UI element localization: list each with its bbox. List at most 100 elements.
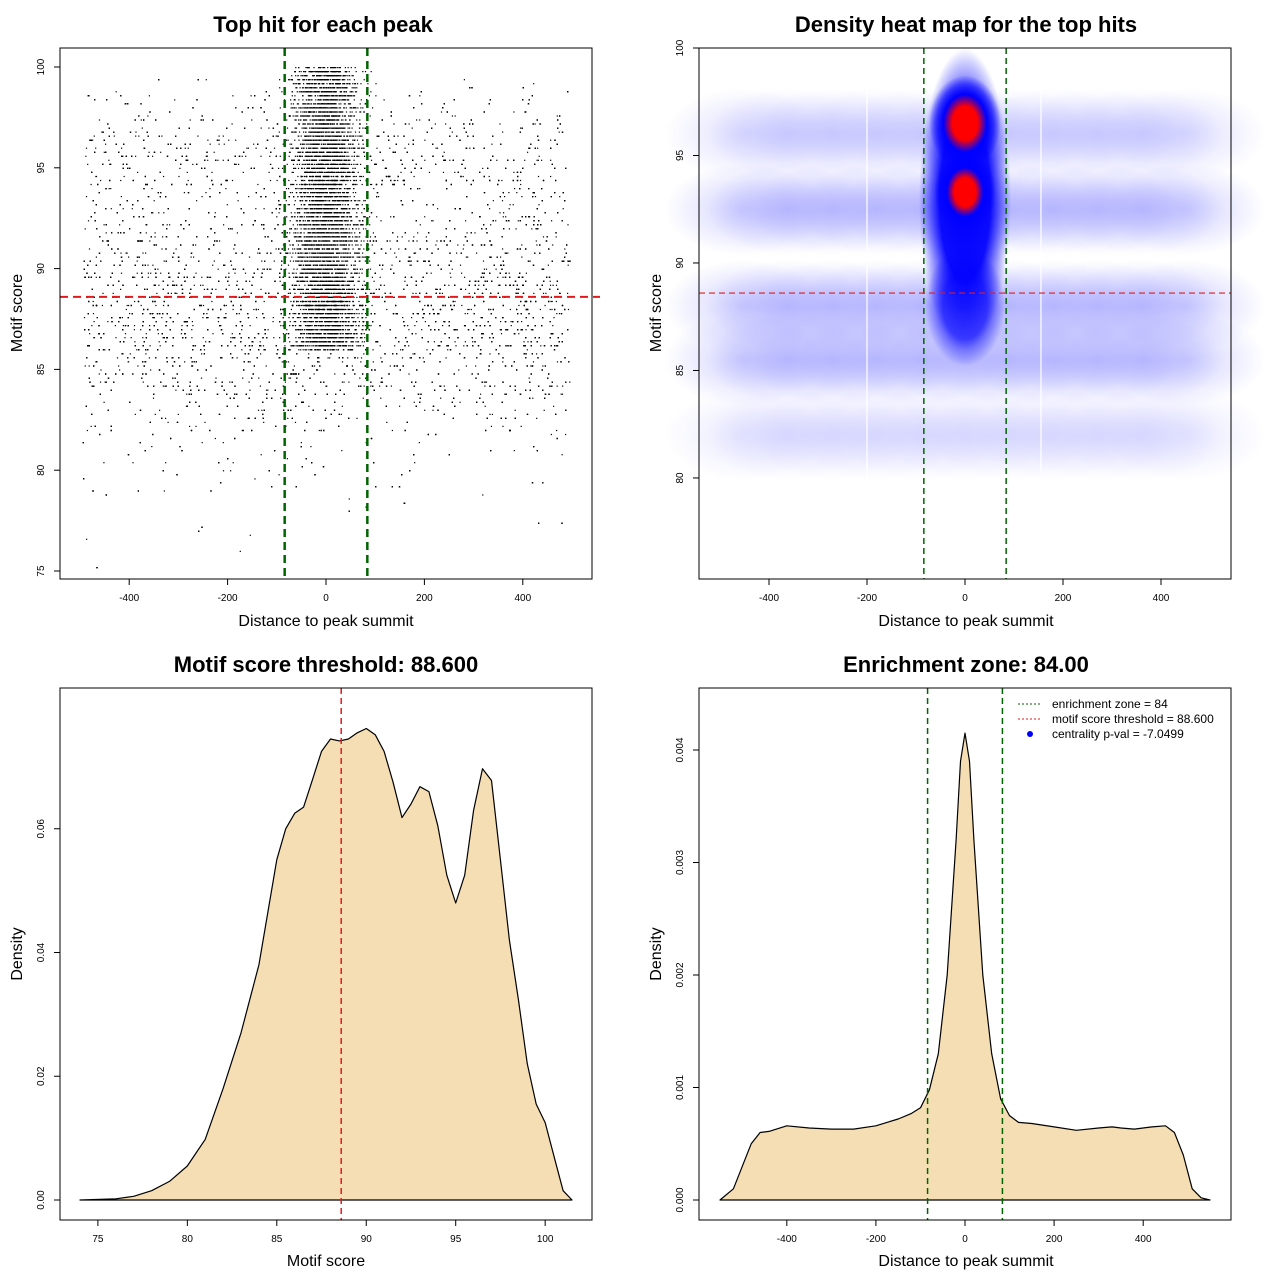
scatter-point <box>425 236 427 238</box>
scatter-point <box>90 425 92 427</box>
scatter-point <box>458 369 460 371</box>
scatter-point <box>540 345 542 347</box>
scatter-point <box>234 268 237 270</box>
scatter-point <box>467 313 469 315</box>
scatter-point <box>555 284 558 286</box>
scatter-point <box>550 433 552 436</box>
scatter-point <box>279 337 281 339</box>
scatter-point <box>538 204 540 206</box>
scatter-point <box>262 268 264 270</box>
scatter-point <box>134 341 136 343</box>
scatter-point <box>120 252 122 254</box>
scatter-point <box>520 127 522 129</box>
scatter-point <box>153 200 155 202</box>
scatter-point <box>559 196 561 198</box>
scatter-point <box>184 361 186 363</box>
scatter-point <box>213 260 215 262</box>
scatter-point <box>521 256 523 258</box>
scatter-point <box>395 256 397 258</box>
scatter-point <box>92 313 95 315</box>
scatter-point <box>105 232 107 234</box>
scatter-point <box>140 119 142 121</box>
scatter-point <box>372 361 374 363</box>
scatter-point <box>159 409 161 411</box>
scatter-point <box>140 329 142 331</box>
scatter-point <box>344 252 346 254</box>
scatter-point <box>185 405 188 407</box>
scatter-point <box>465 288 467 290</box>
scatter-point <box>115 337 117 339</box>
scatter-point <box>138 135 140 137</box>
scatter-point <box>341 381 343 383</box>
scatter-point <box>313 373 315 375</box>
scatter-point <box>147 115 149 117</box>
scatter-point <box>544 304 546 307</box>
scatter-point <box>147 272 149 274</box>
scatter-point <box>219 240 221 242</box>
scatter-point <box>212 264 214 266</box>
scatter-point <box>414 252 417 254</box>
scatter-point <box>121 353 123 355</box>
scatter-point <box>567 260 569 262</box>
scatter-point <box>203 288 205 290</box>
scatter-point <box>376 147 378 149</box>
scatter-point <box>530 329 532 331</box>
scatter-point <box>532 397 534 399</box>
scatter-point <box>211 171 213 173</box>
scatter-point <box>567 264 569 266</box>
scatter-point <box>260 288 262 290</box>
scatter-point <box>209 228 212 230</box>
scatter-point <box>217 268 219 270</box>
scatter-point <box>205 155 207 157</box>
scatter-point <box>205 79 207 81</box>
scatter-point <box>468 292 470 294</box>
scatter-point <box>207 139 209 141</box>
scatter-point <box>129 353 131 355</box>
scatter-point <box>149 240 151 242</box>
scatter-point <box>161 135 163 137</box>
scatter-point <box>552 284 554 286</box>
scatter-point <box>488 175 490 178</box>
scatter-point <box>341 405 343 407</box>
scatter-point <box>389 240 391 242</box>
scatter-point <box>310 446 312 448</box>
scatter-point <box>390 248 392 250</box>
scatter-point <box>371 304 373 307</box>
scatter-point <box>414 325 416 327</box>
scatter-point <box>543 409 545 411</box>
scatter-point <box>480 317 482 319</box>
scatter-point <box>184 147 186 149</box>
scatter-point <box>125 252 127 254</box>
scatter-point <box>408 329 410 331</box>
scatter-point <box>514 188 516 190</box>
scatter-point <box>397 236 399 238</box>
scatter-point <box>287 417 289 419</box>
scatter-point <box>454 171 456 173</box>
scatter-point <box>98 373 100 375</box>
scatter-point <box>485 268 488 270</box>
scatter-point <box>95 147 97 149</box>
scatter-point <box>112 292 114 294</box>
scatter-point <box>426 349 428 351</box>
scatter-point <box>120 272 123 274</box>
scatter-point <box>201 276 203 278</box>
scatter-point <box>261 260 263 262</box>
scatter-point <box>351 365 353 367</box>
scatter-point <box>411 317 413 319</box>
scatter-point <box>163 260 165 262</box>
scatter-point <box>257 252 259 254</box>
scatter-point <box>208 276 210 278</box>
scatter-point <box>456 252 458 254</box>
scatter-point <box>191 321 193 323</box>
scatter-point <box>556 313 558 315</box>
scatter-point <box>413 401 415 403</box>
scatter-point <box>550 139 552 141</box>
scatter-point <box>242 377 244 379</box>
scatter-point <box>549 308 551 311</box>
scatter-point <box>249 325 251 327</box>
scatter-point <box>269 163 272 165</box>
scatter-point <box>148 357 150 359</box>
scatter-point <box>189 425 191 427</box>
scatter-point <box>536 159 538 161</box>
scatter-point <box>419 224 421 226</box>
